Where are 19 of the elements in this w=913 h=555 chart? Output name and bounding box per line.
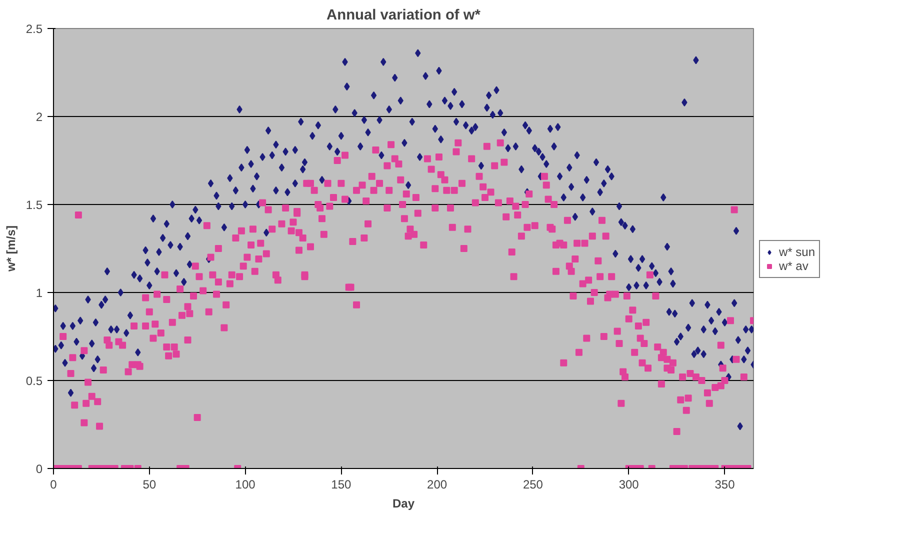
y-tick-label: 0.5: [26, 374, 43, 388]
y-tick-label: 2: [36, 110, 43, 124]
y-tick-label: 2.5: [26, 22, 43, 36]
legend-label: w* sun: [779, 245, 816, 259]
x-tick-label: 300: [618, 478, 640, 492]
y-tick-label: 1: [36, 286, 43, 300]
x-tick-label: 200: [427, 478, 448, 492]
x-axis-title: Day: [392, 496, 415, 510]
x-tick-label: 100: [235, 478, 256, 492]
legend-label: w* av: [779, 259, 808, 273]
x-tick-label: 250: [522, 478, 544, 492]
x-tick-label: 0: [50, 478, 58, 492]
x-tick-label: 150: [331, 478, 352, 492]
y-axis-title: w* [m/s]: [4, 225, 18, 273]
y-tick-label: 1.5: [26, 198, 43, 212]
y-tick-label: 0: [36, 462, 43, 476]
chart-title: Annual variation of w*: [326, 8, 481, 24]
x-tick-label: 350: [714, 478, 736, 492]
x-tick-label: 50: [142, 478, 156, 492]
